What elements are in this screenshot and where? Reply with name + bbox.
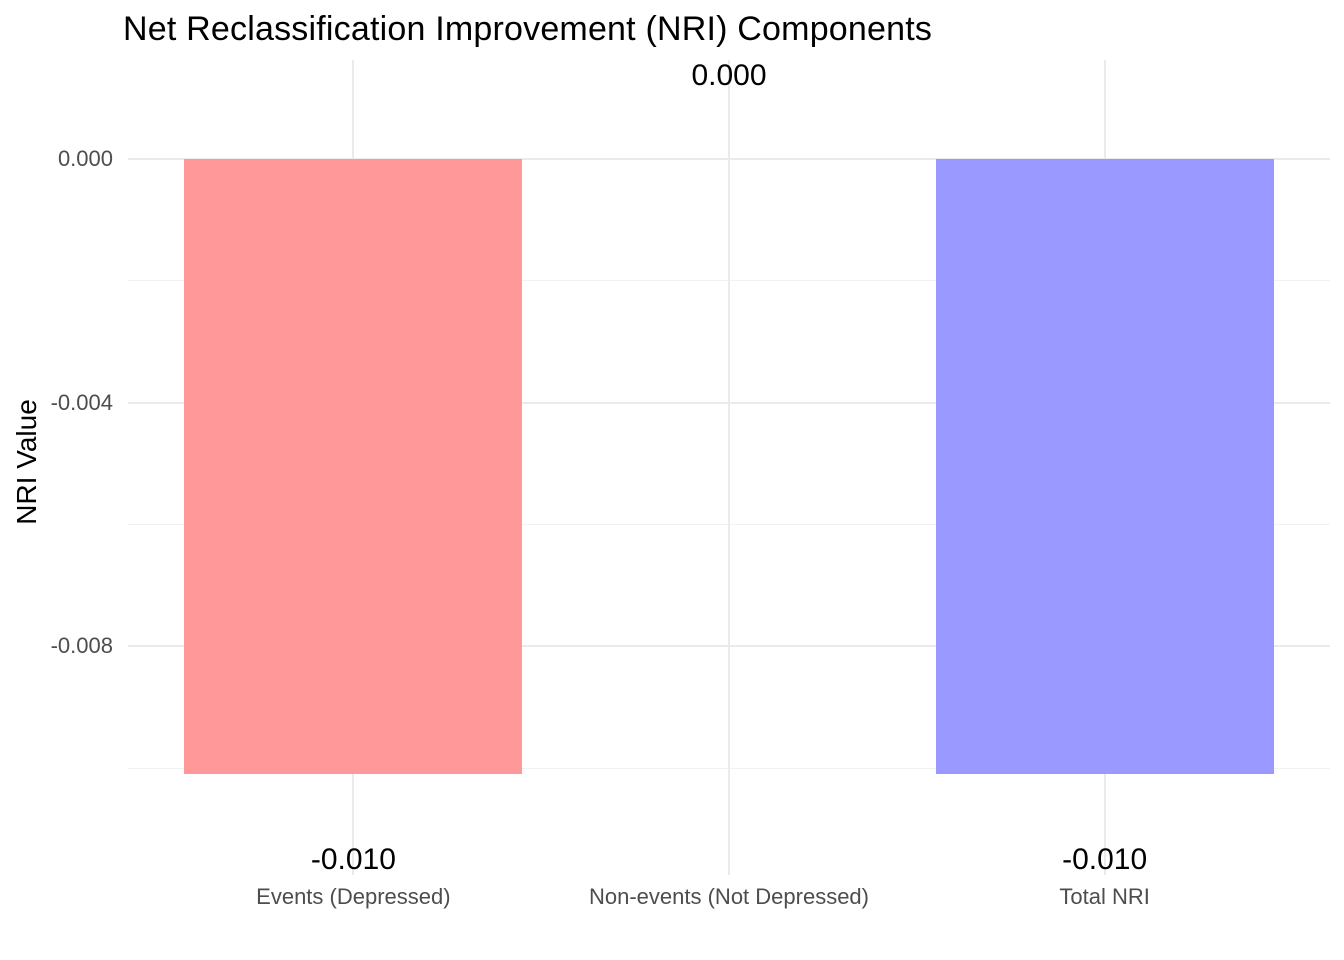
x-category-label-non-events-not-depressed: Non-events (Not Depressed) bbox=[588, 884, 870, 909]
gridline-category bbox=[728, 60, 730, 875]
value-label-non-events-not-depressed: 0.000 bbox=[691, 59, 767, 92]
x-category-label-total-nri: Total NRI bbox=[1059, 884, 1150, 909]
bar-total-nri bbox=[935, 159, 1274, 775]
y-tick-label: -0.004 bbox=[50, 389, 113, 415]
value-label-total-nri: -0.010 bbox=[1062, 843, 1148, 877]
chart-title: Net Reclassification Improvement (NRI) C… bbox=[123, 10, 933, 48]
value-label-events-depressed: -0.010 bbox=[310, 843, 396, 877]
y-axis-title: NRI Value bbox=[11, 399, 42, 525]
x-category-label-events-depressed: Events (Depressed) bbox=[256, 884, 451, 909]
y-tick-label: 0.000 bbox=[57, 146, 113, 171]
y-tick-label: -0.008 bbox=[50, 633, 113, 659]
bar-events-depressed bbox=[184, 159, 523, 775]
